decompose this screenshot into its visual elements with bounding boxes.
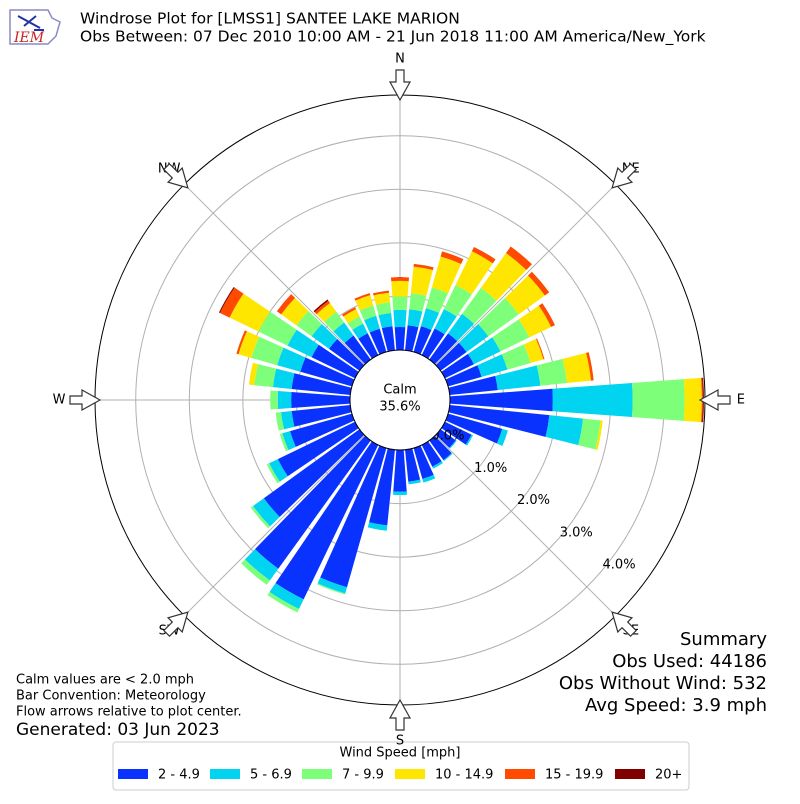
legend-label: 7 - 9.9	[342, 768, 384, 783]
bar-segment	[379, 313, 393, 328]
legend-label: 20+	[655, 768, 682, 783]
legend-swatch	[302, 769, 332, 779]
summary-title: Summary	[680, 629, 767, 650]
note: Calm values are < 2.0 mph	[16, 673, 194, 688]
direction-label: W	[53, 393, 66, 408]
logo-lines	[18, 16, 44, 30]
summary-line: Obs Used: 44186	[612, 651, 767, 672]
direction-label: N	[395, 52, 405, 67]
legend-swatch	[615, 769, 645, 779]
note: Flow arrows relative to plot center.	[16, 705, 242, 720]
bar-segment	[409, 293, 426, 311]
bar-segment	[537, 359, 567, 386]
bar-segment	[254, 364, 276, 387]
legend-swatch	[118, 769, 148, 779]
legend-label: 10 - 14.9	[435, 768, 493, 783]
logo: IEM	[10, 10, 60, 46]
r-tick-label: 2.0%	[517, 493, 550, 508]
summary-line: Obs Without Wind: 532	[559, 673, 767, 694]
legend-label: 15 - 19.9	[545, 768, 603, 783]
bar-segment	[632, 379, 685, 421]
legend-swatch	[210, 769, 240, 779]
bar-segment	[393, 310, 406, 327]
bar-segment	[391, 281, 408, 297]
bar-segment	[546, 415, 583, 445]
legend-label: 5 - 6.9	[250, 768, 292, 783]
direction-label: S	[396, 733, 404, 748]
direction-label: E	[737, 393, 745, 408]
legend-swatch	[505, 769, 535, 779]
bar-segment	[273, 369, 294, 389]
chart-title: Windrose Plot for [LMSS1] SANTEE LAKE MA…	[80, 10, 460, 28]
r-tick-label: 1.0%	[474, 461, 507, 476]
summary-line: Avg Speed: 3.9 mph	[585, 695, 767, 716]
bar-segment	[395, 327, 406, 350]
logo-text: IEM	[13, 30, 45, 46]
bar-segment	[393, 450, 406, 492]
r-tick-label: 3.0%	[560, 525, 593, 540]
bar-segment	[278, 391, 292, 409]
bar-segment	[408, 309, 423, 327]
calm-label: Calm	[383, 383, 416, 398]
note: Bar Convention: Meteorology	[16, 689, 206, 704]
r-tick-label: 4.0%	[603, 558, 636, 573]
bar-segment	[392, 296, 407, 310]
bar-segment	[411, 267, 433, 296]
legend-swatch	[395, 769, 425, 779]
bar-segment	[291, 392, 350, 408]
bar-segment	[563, 353, 591, 383]
generated: Generated: 03 Jun 2023	[16, 720, 220, 740]
bar-segment	[393, 492, 407, 495]
bar-segment	[391, 277, 409, 281]
chart-subtitle: Obs Between: 07 Dec 2010 10:00 AM - 21 J…	[80, 28, 706, 47]
legend-label: 2 - 4.9	[158, 768, 200, 783]
bar-segment	[270, 390, 278, 409]
bar-segment	[552, 383, 632, 417]
calm-value: 35.6%	[379, 400, 420, 415]
